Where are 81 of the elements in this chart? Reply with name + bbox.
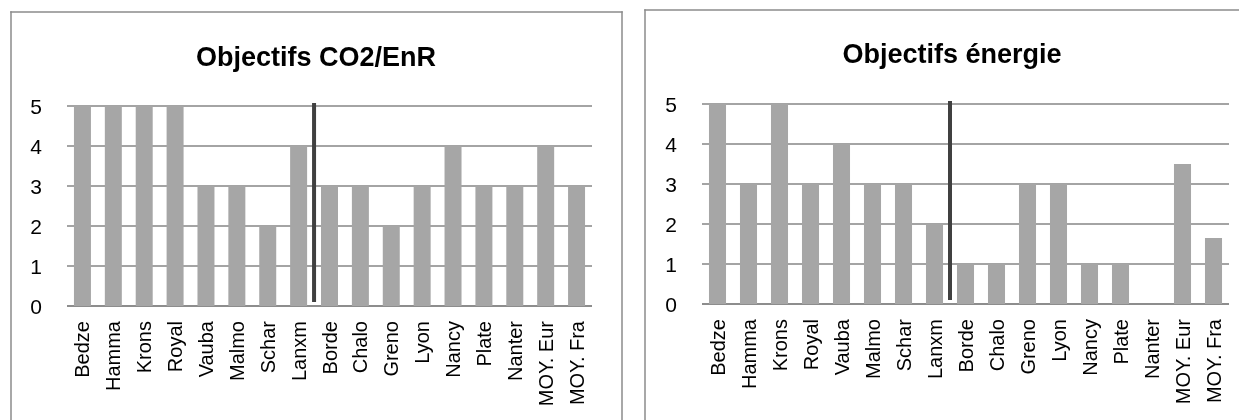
- bar: [73, 106, 91, 306]
- bar: [1111, 264, 1130, 304]
- bar: [506, 186, 524, 306]
- y-tick-label: 4: [30, 134, 43, 158]
- x-tick-label: MOY. Fra: [1202, 318, 1225, 404]
- bar: [413, 186, 431, 306]
- x-tick-label: Nancy: [442, 321, 465, 378]
- x-tick-label: Vauba: [194, 320, 217, 378]
- y-tick-label: 3: [665, 172, 677, 196]
- x-tick-label: Royal: [799, 319, 822, 371]
- bar: [801, 184, 820, 304]
- bar: [925, 224, 944, 304]
- y-tick-label: 4: [665, 132, 678, 156]
- x-tick-label: Vauba: [830, 318, 853, 376]
- x-tick-label: Lyon: [1047, 319, 1070, 362]
- x-tick-label: Bedze: [706, 319, 729, 376]
- x-tick-label: Plate: [1109, 319, 1132, 365]
- bar: [987, 264, 1006, 304]
- x-tick-label: Krons: [768, 319, 791, 372]
- x-tick-label: Lanxm: [923, 319, 946, 380]
- x-tick-label: Lyon: [411, 321, 434, 364]
- y-tick-label: 5: [30, 94, 42, 118]
- x-tick-label: Malmo: [861, 319, 884, 380]
- x-tick-label: Krons: [133, 321, 156, 374]
- bar: [956, 264, 975, 304]
- x-tick-label: Schar: [892, 318, 915, 372]
- bar: [290, 146, 308, 306]
- bar: [863, 184, 882, 304]
- x-tick-label: Malmo: [225, 321, 248, 382]
- bar: [382, 226, 400, 306]
- chart-title: Objectifs énergie: [842, 39, 1062, 69]
- x-tick-label: MOY. Fra: [565, 320, 588, 406]
- x-tick-label: Greno: [380, 321, 403, 377]
- bar: [351, 186, 369, 306]
- x-tick-label: Plate: [472, 321, 495, 367]
- bar: [475, 186, 493, 306]
- y-tick-label: 1: [665, 252, 677, 276]
- bar: [1173, 164, 1192, 304]
- bar: [1049, 184, 1068, 304]
- x-tick-label: Borde: [954, 319, 977, 373]
- bar: [228, 186, 246, 306]
- bar: [321, 186, 338, 306]
- bar: [739, 184, 758, 304]
- bar: [708, 104, 727, 304]
- y-tick-label: 3: [30, 174, 42, 198]
- x-tick-label: Borde: [318, 321, 341, 375]
- bar: [444, 146, 462, 306]
- bar: [1018, 184, 1037, 304]
- chart-title: Objectifs CO2/EnR: [195, 42, 437, 72]
- y-tick-label: 2: [665, 212, 677, 236]
- x-tick-label: Nanter: [1140, 318, 1163, 380]
- bar: [1204, 238, 1223, 304]
- x-tick-label: MOY. Eur: [1171, 318, 1194, 405]
- bar: [104, 106, 122, 306]
- bar: [259, 226, 277, 306]
- bar: [197, 186, 215, 306]
- bar: [1080, 264, 1099, 304]
- bar: [770, 104, 789, 304]
- bar: [894, 184, 913, 304]
- x-tick-label: Hamma: [737, 318, 760, 390]
- x-tick-label: Chalo: [985, 319, 1008, 372]
- bar: [537, 146, 555, 306]
- y-tick-label: 1: [30, 254, 42, 278]
- x-tick-label: Hamma: [102, 320, 125, 392]
- bar: [166, 106, 184, 306]
- x-tick-label: MOY. Eur: [534, 320, 557, 407]
- y-tick-label: 0: [30, 294, 42, 318]
- bar: [135, 106, 153, 306]
- y-tick-label: 5: [665, 92, 677, 116]
- x-tick-label: Greno: [1016, 319, 1039, 375]
- bar: [832, 144, 851, 304]
- x-tick-label: Chalo: [349, 321, 372, 374]
- x-tick-label: Schar: [256, 320, 279, 374]
- bar: [568, 186, 586, 306]
- x-tick-label: Bedze: [71, 321, 94, 378]
- x-tick-label: Royal: [164, 321, 187, 373]
- x-tick-label: Lanxm: [287, 321, 310, 382]
- x-tick-label: Nanter: [503, 320, 526, 382]
- x-tick-label: Nancy: [1078, 319, 1101, 376]
- y-tick-label: 0: [665, 292, 677, 316]
- y-tick-label: 2: [30, 214, 42, 238]
